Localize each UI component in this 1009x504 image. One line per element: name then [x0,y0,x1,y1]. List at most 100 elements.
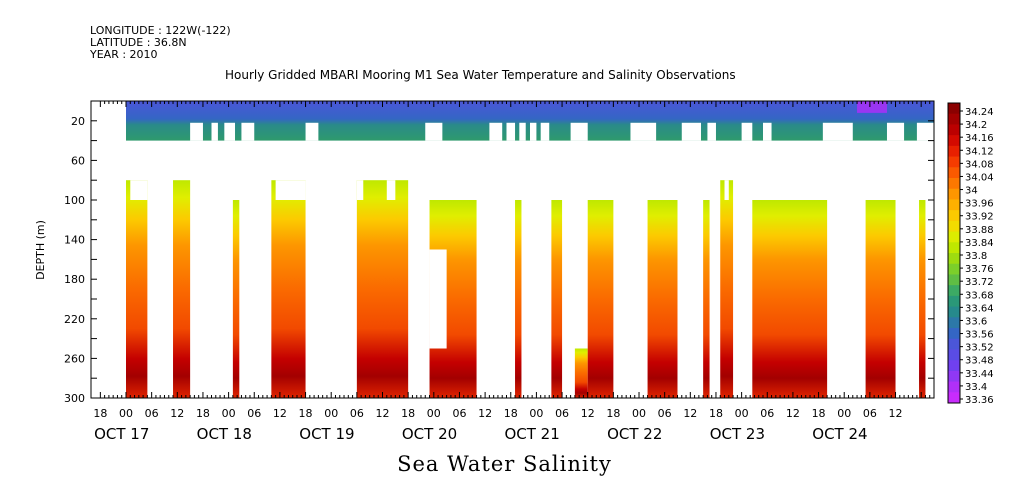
colorbar-label: 33.76 [965,264,994,275]
data-gap [429,249,447,349]
colorbar: 34.24 34.2 34.16 34.12 34.08 34.04 34 33.96 33.9… [947,102,994,406]
x-tick-label: 12 [786,407,800,420]
x-tick-label: 12 [170,407,184,420]
x-tick-label: 12 [889,407,903,420]
colorbar-label: 33.48 [965,356,994,367]
surface-gap [540,122,550,141]
colorbar-swatch [948,156,960,168]
data-gap [386,180,396,200]
surface-gap [762,122,772,141]
x-day-label: OCT 21 [504,425,559,443]
colorbar-label: 33.4 [965,382,987,393]
year-label: YEAR : 2010 [90,48,158,61]
plot-area [126,101,934,398]
colorbar-label: 33.6 [965,316,987,327]
data-gap [130,180,148,200]
x-tick-label: 06 [247,407,261,420]
x-tick-label: 06 [863,407,877,420]
colorbar-label: 33.8 [965,251,987,262]
colorbar-swatch [948,145,960,158]
surface-gap [190,122,203,141]
deep-segment [647,200,678,398]
x-tick-label: 18 [709,407,723,420]
surface-gap [489,122,503,141]
x-tick-label: 18 [606,407,620,420]
x-tick-label: 06 [555,407,569,420]
colorbar-label: 33.52 [965,343,994,354]
surface-gap [741,122,753,141]
colorbar-swatch [948,295,960,308]
data-gap [724,180,729,200]
colorbar-label: 34.2 [965,120,987,131]
colorbar-swatch [948,306,960,318]
colorbar-swatch [948,370,960,383]
surface-gap [506,122,516,141]
y-tick-label: 220 [64,313,85,326]
plot-frame [90,100,935,399]
colorbar-swatch [948,113,960,125]
x-tick-label: 00 [529,407,543,420]
x-tick-label: 06 [658,407,672,420]
x-tick-label: 18 [504,407,518,420]
deep-segment [720,180,734,398]
y-tick-label: 260 [64,352,85,365]
colorbar-swatch [948,263,960,275]
colorbar-swatch [948,338,960,350]
x-tick-label: 18 [401,407,415,420]
y-tick-label: 180 [64,273,85,286]
deep-segment [752,200,828,398]
x-tick-label: 00 [632,407,646,420]
x-day-label: OCT 23 [710,425,765,443]
x-day-label: OCT 24 [812,425,867,443]
surface-gap [241,122,255,141]
x-tick-label: 18 [812,407,826,420]
x-tick-label: 00 [837,407,851,420]
x-day-label: OCT 19 [299,425,354,443]
x-tick-label: 12 [581,407,595,420]
surface-low-patch [857,101,887,113]
surface-gap [822,122,853,141]
y-tick-label: 60 [71,154,85,167]
surface-gap [305,122,319,141]
deep-segment [587,200,614,398]
deep-segment [173,180,191,398]
colorbar-swatch [948,285,960,297]
axes: 20 60 100 140 180 220 260 300 18 00 06 12 18 00 06 12 18… [64,100,935,443]
deep-segment [356,180,409,398]
x-tick-label: 06 [760,407,774,420]
colorbar-swatch [948,231,960,243]
colorbar-label: 34.24 [965,107,994,118]
x-tick-label: 18 [93,407,107,420]
colorbar-swatch [948,103,960,115]
colorbar-label: 33.72 [965,277,994,288]
colorbar-label: 33.96 [965,199,994,210]
chart-title: Hourly Gridded MBARI Mooring M1 Sea Wate… [225,68,736,82]
x-tick-label: 12 [376,407,390,420]
x-tick-label: 00 [324,407,338,420]
colorbar-label: 34.12 [965,146,994,157]
colorbar-frame [947,102,961,404]
colorbar-label: 33.56 [965,330,994,341]
x-tick-label: 06 [350,407,364,420]
x-day-label: OCT 18 [197,425,252,443]
colorbar-swatch [948,274,960,286]
colorbar-swatch [948,349,960,361]
surface-gap [570,122,588,141]
longitude-label: LONGITUDE : 122W(-122) [90,24,231,37]
x-axis-label: Sea Water Salinity [397,452,612,476]
deep-segment [574,348,588,398]
colorbar-swatch [948,253,960,265]
x-day-label: OCT 20 [402,425,457,443]
data-gap [275,180,306,200]
x-tick-label: 00 [735,407,749,420]
x-tick-label: 00 [427,407,441,420]
y-tick-label: 100 [64,194,85,207]
x-tick-label: 00 [119,407,133,420]
colorbar-label: 34 [965,186,978,197]
x-day-label: OCT 22 [607,425,662,443]
x-day-label: OCT 17 [94,425,149,443]
colorbar-swatch [948,392,960,404]
surface-gap [224,122,236,141]
x-tick-label: 12 [273,407,287,420]
